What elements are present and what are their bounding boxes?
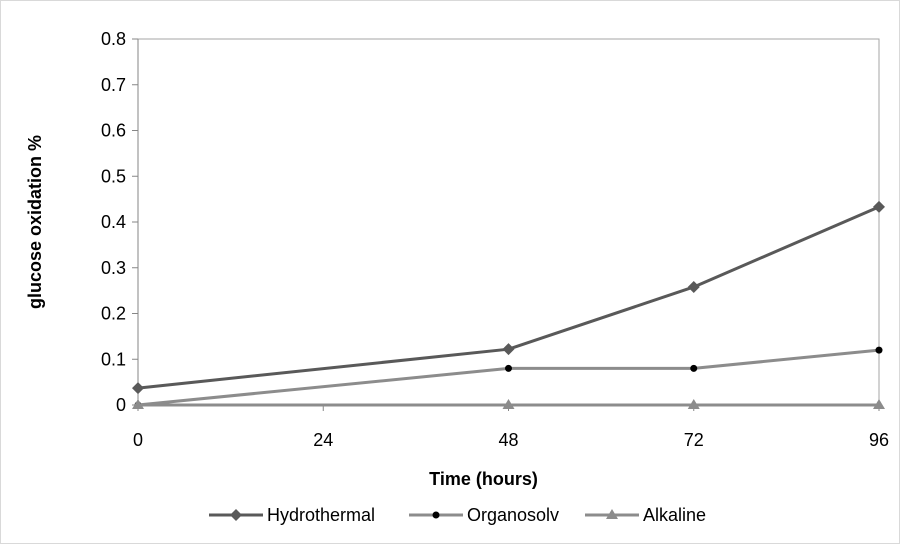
- x-tick-label: 72: [684, 430, 704, 450]
- x-tick-label: 24: [313, 430, 333, 450]
- data-point-hydrothermal: [132, 382, 144, 395]
- legend-marker: [606, 509, 618, 519]
- y-tick-label: 0.7: [101, 75, 126, 95]
- data-point-hydrothermal: [687, 280, 700, 293]
- x-axis: 0 24 48 72 96: [133, 404, 889, 450]
- data-point-alkaline: [502, 399, 515, 409]
- legend-marker: [230, 509, 242, 521]
- x-tick-label: 96: [869, 430, 889, 450]
- y-tick-label: 0.6: [101, 121, 126, 141]
- data-point-organosolv: [690, 364, 698, 372]
- y-tick-label: 0.4: [101, 212, 126, 232]
- y-axis: 0 0.1 0.2 0.3 0.4 0.5 0.6 0.7 0.8: [101, 29, 138, 415]
- data-point-alkaline: [687, 399, 700, 409]
- legend-marker: [432, 511, 440, 519]
- y-tick-label: 0.3: [101, 258, 126, 278]
- y-tick-label: 0.2: [101, 304, 126, 324]
- series-line-organosolv: [137, 348, 880, 407]
- legend: Hydrothermal Organosolv Alkaline: [209, 505, 706, 525]
- data-point-organosolv: [505, 364, 512, 372]
- series-line-hydrothermal: [137, 205, 880, 390]
- data-point-alkaline: [132, 399, 144, 409]
- data-point-alkaline: [873, 399, 885, 409]
- y-tick-label: 0.5: [101, 166, 126, 186]
- data-point-organosolv: [875, 346, 883, 354]
- legend-label: Alkaline: [643, 505, 706, 525]
- x-tick-label: 0: [133, 430, 143, 450]
- series-layer: [132, 200, 885, 409]
- data-point-hydrothermal: [502, 343, 515, 356]
- legend-label: Hydrothermal: [267, 505, 375, 525]
- y-tick-label: 0: [116, 395, 126, 415]
- y-tick-label: 0.8: [101, 29, 126, 49]
- y-tick-label: 0.1: [101, 349, 126, 369]
- legend-label: Organosolv: [467, 505, 559, 525]
- x-axis-title: Time (hours): [429, 469, 538, 489]
- x-tick-label: 48: [498, 430, 518, 450]
- y-axis-title: glucose oxidation %: [25, 135, 45, 309]
- data-point-hydrothermal: [873, 200, 885, 213]
